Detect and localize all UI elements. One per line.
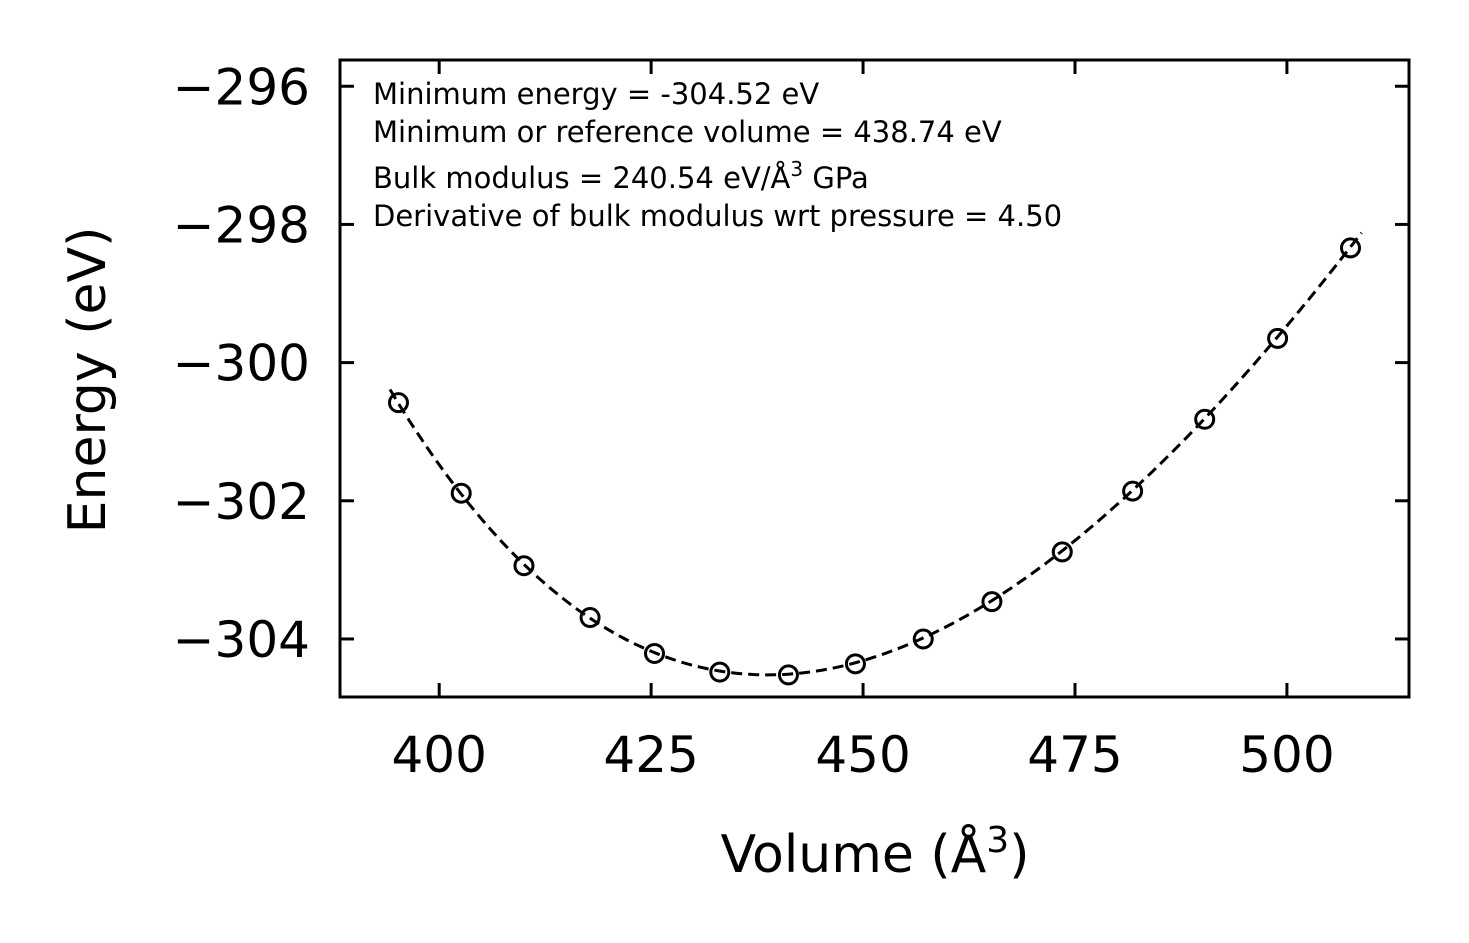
- annotation-bulk-modulus-sup: 3: [790, 157, 803, 181]
- y-tick-label: −296: [173, 58, 310, 116]
- x-tick-label: 400: [391, 726, 486, 784]
- data-point: [981, 591, 1003, 613]
- annotation-bulk-modulus-derivative: Derivative of bulk modulus wrt pressure …: [373, 199, 1062, 233]
- x-axis-label-end: ): [1009, 825, 1029, 885]
- x-axis-label-sup: 3: [986, 820, 1009, 861]
- x-tick-label: 450: [815, 726, 910, 784]
- plot-frame: [338, 58, 1411, 699]
- x-tick-label: 475: [1027, 726, 1122, 784]
- annotation-bulk-modulus-unit: GPa: [803, 161, 869, 195]
- y-tick-label: −302: [173, 473, 310, 531]
- data-point: [1194, 408, 1216, 430]
- x-axis-label-text: Volume (Å: [721, 823, 987, 885]
- data-point: [450, 482, 472, 504]
- y-tick-label: −304: [173, 611, 310, 669]
- data-point: [777, 664, 799, 686]
- data-point: [709, 661, 731, 683]
- annotation-bulk-modulus-text: Bulk modulus = 240.54 eV/Å: [373, 161, 791, 195]
- data-point: [1051, 541, 1073, 563]
- x-tick-label: 500: [1239, 726, 1334, 784]
- data-point: [844, 653, 866, 675]
- x-axis-label: Volume (Å3): [721, 820, 1030, 885]
- y-axis-label: Energy (eV): [58, 227, 118, 534]
- data-point: [644, 642, 666, 664]
- fit-curve: [388, 231, 1363, 677]
- data-point: [387, 392, 409, 414]
- y-tick-label: −298: [173, 196, 310, 254]
- data-point: [912, 628, 934, 650]
- data-point: [1122, 480, 1144, 502]
- data-point: [1267, 327, 1289, 349]
- annotation-min-volume: Minimum or reference volume = 438.74 eV: [373, 115, 1002, 149]
- data-point: [579, 607, 601, 629]
- data-point: [513, 555, 535, 577]
- data-point: [1340, 237, 1362, 259]
- x-tick-label: 425: [603, 726, 698, 784]
- y-tick-label: −300: [173, 335, 310, 393]
- annotation-min-energy: Minimum energy = -304.52 eV: [373, 77, 819, 111]
- annotation-bulk-modulus: Bulk modulus = 240.54 eV/Å3 GPa: [373, 157, 869, 195]
